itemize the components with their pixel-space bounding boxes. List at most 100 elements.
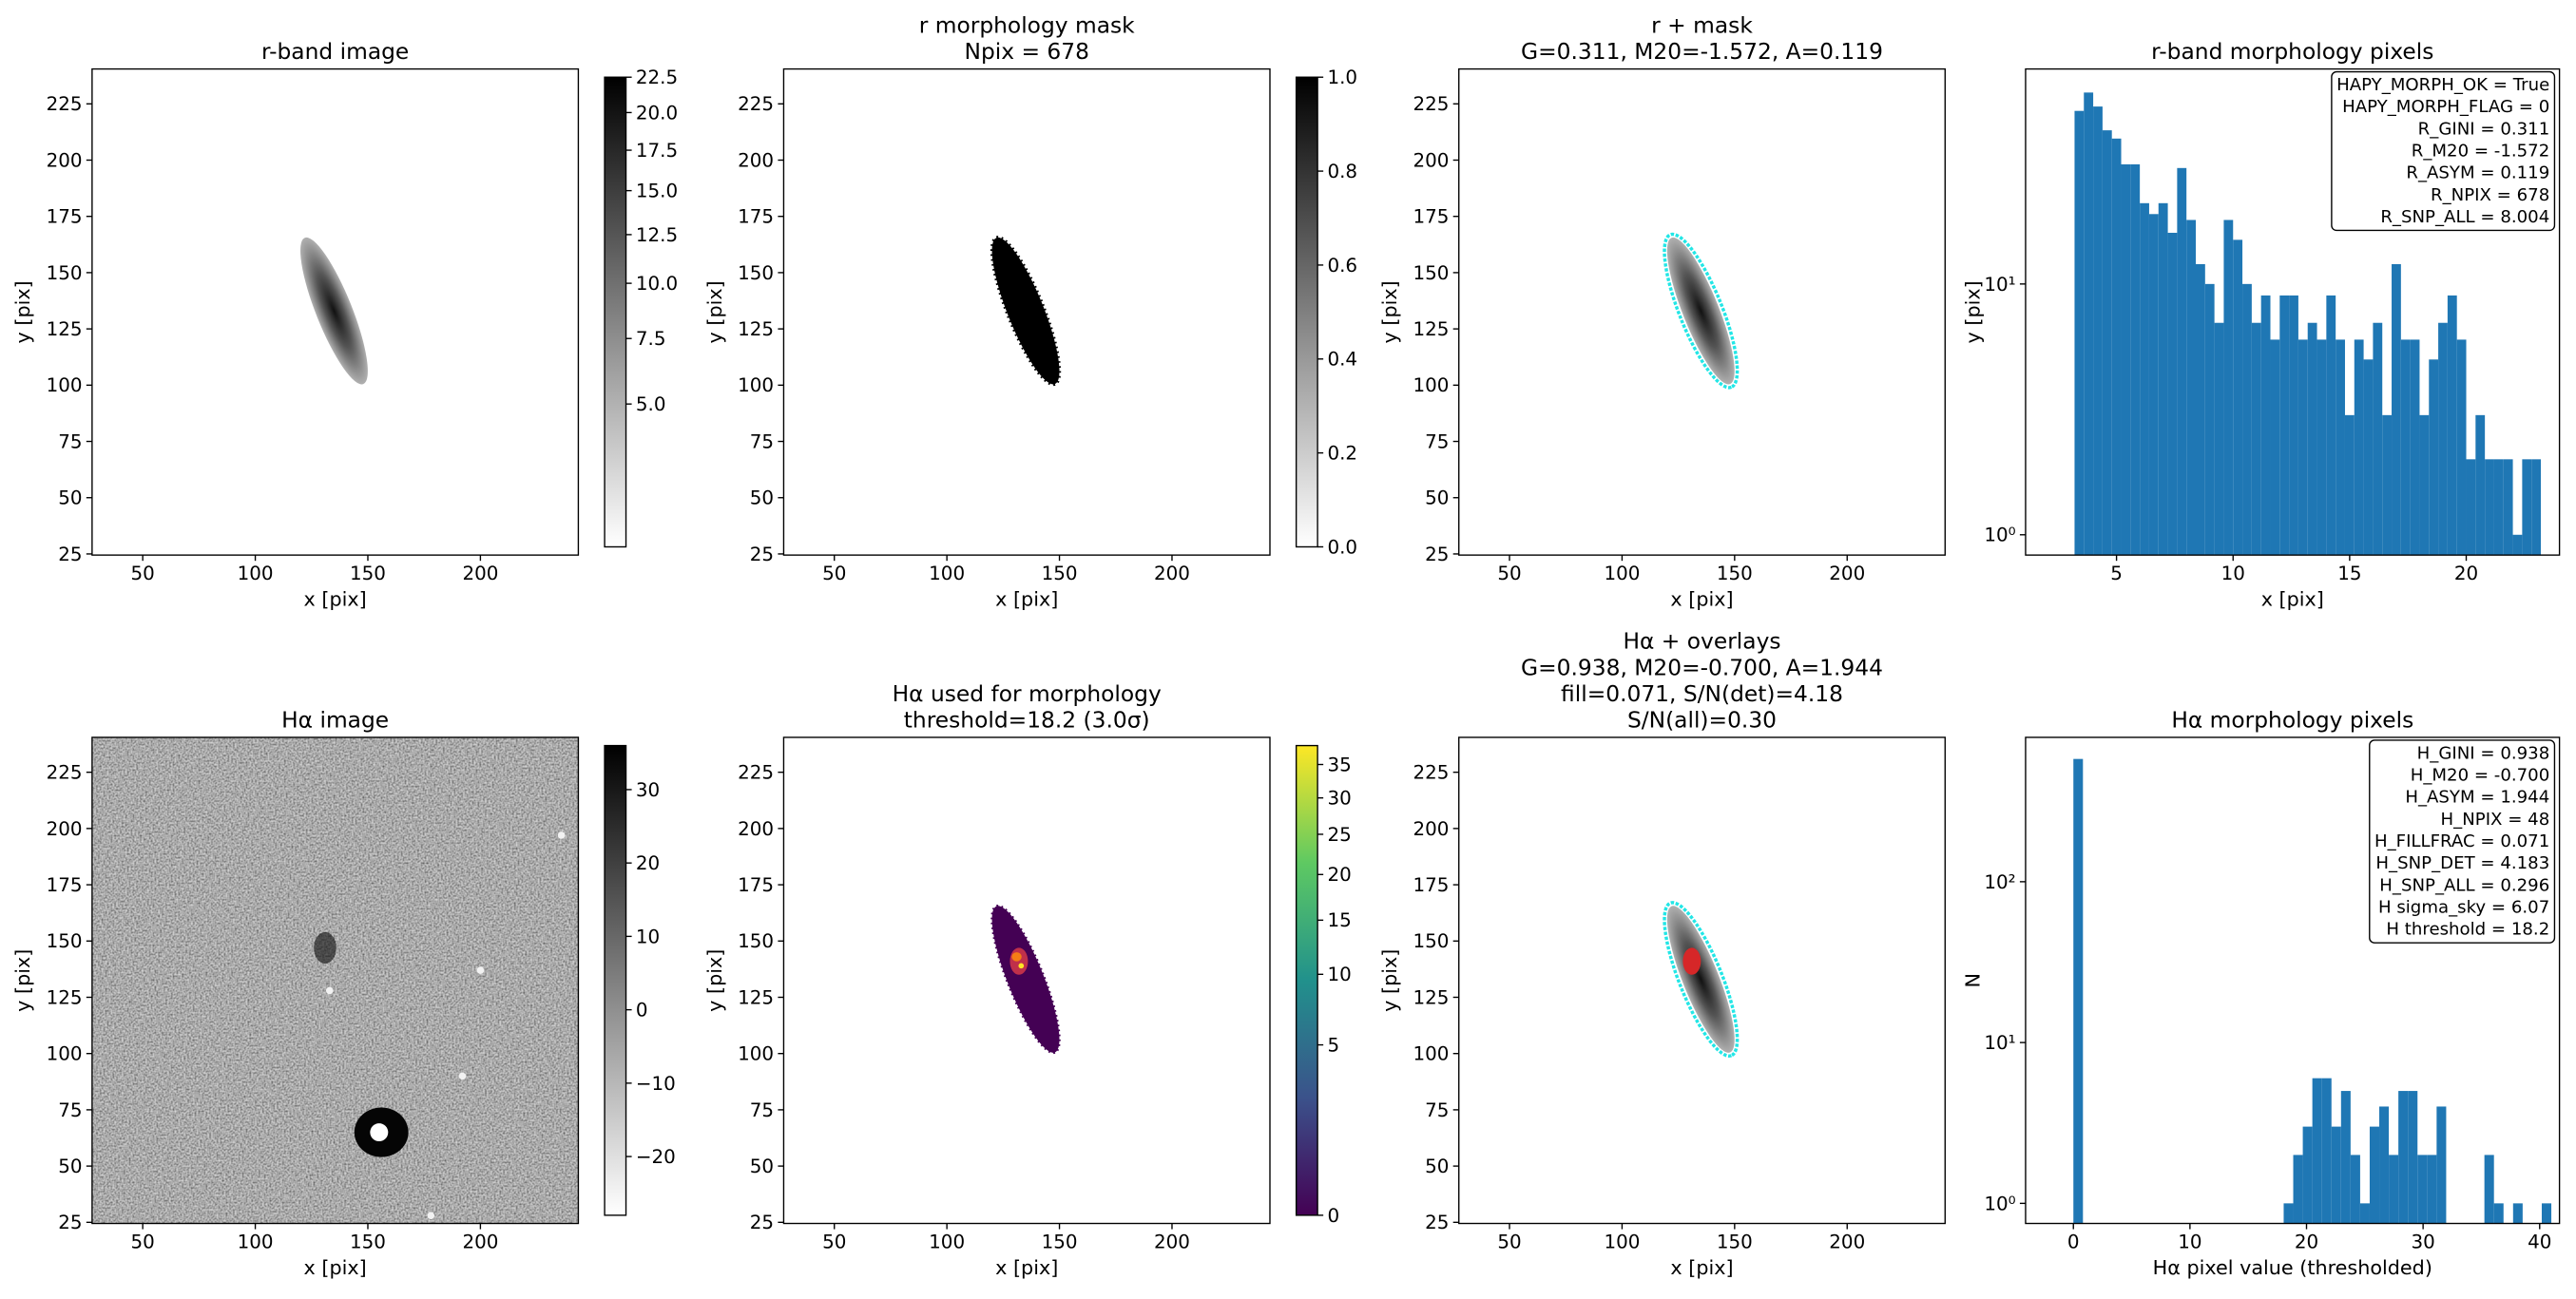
x-tick-label: 5 (2110, 563, 2123, 584)
annotation-line: H threshold = 18.2 (2386, 920, 2549, 940)
panel-title: Hα image (281, 707, 389, 734)
x-tick-label: 150 (350, 1231, 386, 1252)
source (1666, 237, 1735, 385)
y-tick-label: 150 (738, 930, 774, 952)
annotation-line: R_SNP_ALL = 8.004 (2380, 207, 2549, 227)
y-tick-label: 125 (738, 318, 774, 340)
x-tick-label: 150 (1042, 1231, 1078, 1252)
bar (2344, 414, 2355, 556)
bar (2493, 1203, 2504, 1224)
bar (2251, 322, 2261, 556)
bar (2389, 1155, 2399, 1224)
bar (2417, 1155, 2428, 1224)
plot-area (2074, 92, 2541, 556)
bar (2289, 295, 2298, 556)
axes-frame (91, 67, 580, 556)
annotation-frame (2369, 739, 2556, 944)
y-tick-label: 75 (1425, 430, 1449, 452)
bar (2427, 1155, 2437, 1224)
bar (2270, 339, 2280, 556)
x-axis-label: x [pix] (304, 1256, 367, 1279)
panel: 5 10 15 20 10⁰ 10¹ x [pix] y [pix] r-band morpho… (1962, 38, 2561, 611)
colorbar-tick-label: 35 (1327, 754, 1351, 775)
colorbar-tick-label: 0 (1327, 1205, 1339, 1227)
y-tick-label: 225 (738, 762, 774, 784)
x-tick-label: 200 (462, 1231, 498, 1252)
bar (2475, 414, 2486, 556)
bar (2392, 263, 2401, 556)
bar (2297, 339, 2308, 556)
panel-title: G=0.938, M20=-0.700, A=1.944 (1521, 654, 1883, 680)
y-tick-label: 125 (47, 986, 83, 1008)
panel-title: fill=0.071, S/N(det)=4.18 (1561, 680, 1843, 707)
bar (2302, 1126, 2313, 1224)
y-tick-label: 200 (1413, 149, 1449, 171)
colorbar-tick-label: −10 (636, 1073, 676, 1095)
bar (2382, 414, 2393, 556)
y-tick-label: 225 (47, 762, 83, 784)
y-tick-label: 100 (1413, 374, 1449, 396)
y-tick-label: 25 (58, 544, 82, 565)
bar (2408, 1091, 2418, 1224)
annotation-line: H_ASYM = 1.944 (2405, 788, 2549, 808)
source (1663, 901, 1740, 1058)
annotation-line: H_SNP_DET = 4.183 (2375, 853, 2549, 873)
bar (2340, 1091, 2351, 1224)
y-axis-label: y [pix] (1378, 280, 1401, 343)
bar (2279, 295, 2290, 556)
source (990, 904, 1061, 1055)
bar (2316, 339, 2327, 556)
panel-title: S/N(all)=0.30 (1627, 707, 1777, 734)
x-tick-label: 50 (1497, 1231, 1521, 1252)
bar (2293, 1155, 2303, 1224)
x-tick-label: 50 (131, 1231, 155, 1252)
colorbar-tick-label: 10 (636, 926, 660, 947)
panel: 50 100 150 200 25 50 75 100 125 150 175 200 225 x [pi… (1378, 12, 1946, 611)
colorbar-tick-label: 30 (1327, 788, 1351, 810)
annotation-line: R_ASYM = 0.119 (2406, 163, 2549, 183)
bar (2073, 758, 2084, 1224)
y-tick-label: 125 (1413, 318, 1449, 340)
bar (2307, 322, 2317, 556)
bar (2359, 1203, 2370, 1224)
y-tick-label: 200 (47, 149, 83, 171)
y-tick-label: 50 (58, 487, 82, 509)
bar (2321, 1078, 2332, 1224)
colorbar-tick-label: 20 (636, 852, 660, 874)
axes-frame (782, 736, 1271, 1225)
plot-area (990, 904, 1061, 1055)
panel-title: r-band morphology pixels (2151, 38, 2433, 65)
axes-frame (2025, 736, 2561, 1225)
y-tick-label: 100 (47, 1043, 83, 1065)
annotation-line: R_NPIX = 678 (2431, 185, 2549, 205)
panel-title: G=0.311, M20=-1.572, A=0.119 (1521, 38, 1883, 65)
source (300, 237, 368, 385)
bar (2186, 220, 2197, 556)
colorbar (1295, 76, 1318, 548)
feature (1018, 963, 1025, 969)
x-axis-label: x [pix] (1670, 588, 1733, 611)
bar (2242, 283, 2252, 556)
y-tick-label: 50 (58, 1156, 82, 1177)
colorbar (604, 744, 627, 1216)
bar (2158, 202, 2168, 556)
y-tick-label: 125 (47, 318, 83, 340)
colorbar-tick-label: 5 (1327, 1034, 1339, 1056)
x-tick-label: 100 (238, 1231, 274, 1252)
axes-frame (2025, 67, 2561, 556)
y-tick-label: 100 (738, 374, 774, 396)
bar (2503, 459, 2513, 556)
annotation-line: H_GINI = 0.938 (2417, 743, 2550, 763)
y-tick-label: 75 (1425, 1099, 1449, 1121)
x-tick-label: 100 (1604, 1231, 1640, 1252)
x-tick-label: 15 (2337, 563, 2361, 584)
x-tick-label: 200 (462, 563, 498, 584)
y-axis-label: N (1962, 973, 1985, 988)
y-tick-label: 100 (47, 374, 83, 396)
y-tick-label: 175 (47, 206, 83, 228)
y-tick-label: 50 (1425, 487, 1449, 509)
bar (2283, 1203, 2294, 1224)
feature (1009, 947, 1028, 975)
bar (2148, 214, 2159, 556)
colorbar-tick-label: 0.8 (1327, 161, 1357, 182)
